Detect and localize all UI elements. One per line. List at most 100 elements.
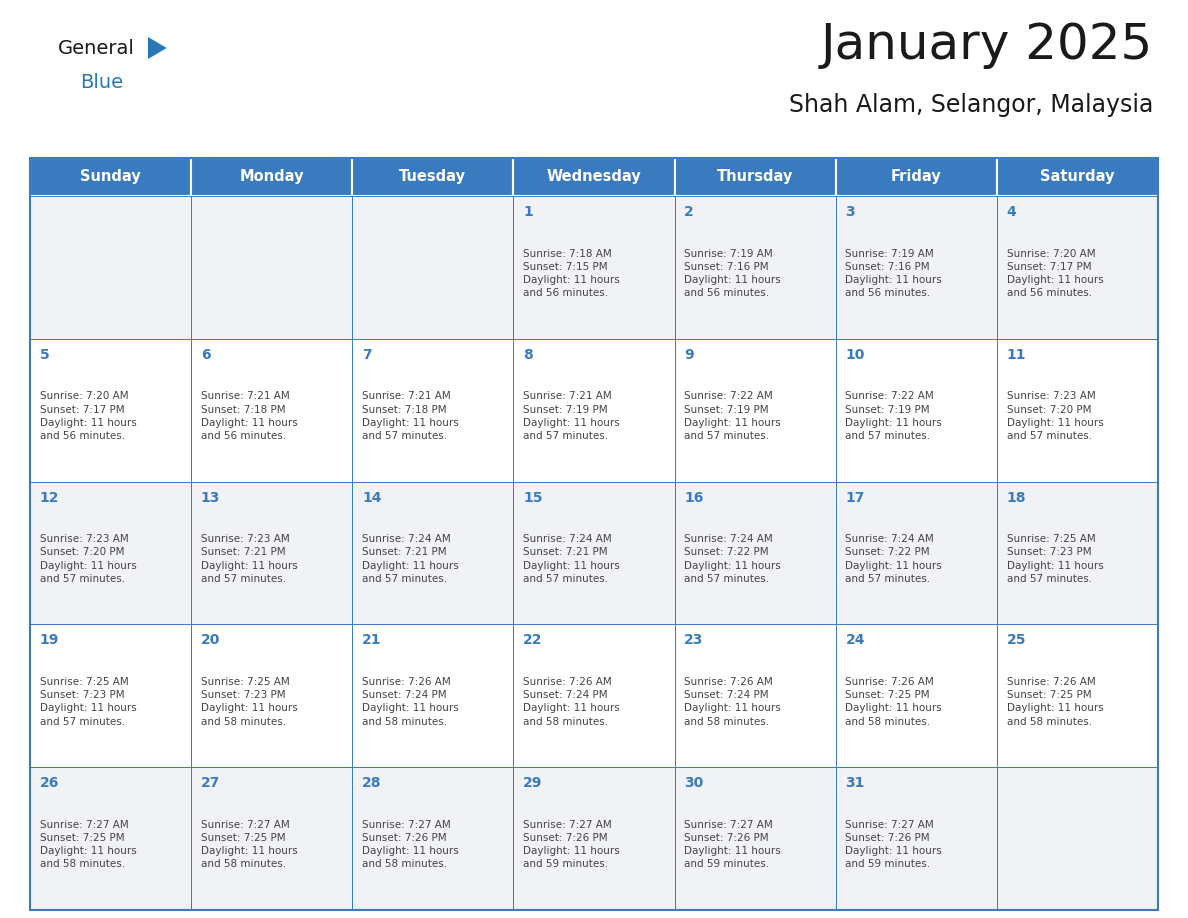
Bar [191, 767, 353, 910]
Bar [353, 767, 513, 910]
Bar [835, 482, 997, 624]
Text: 23: 23 [684, 633, 703, 647]
Text: Sunrise: 7:26 AM
Sunset: 7:25 PM
Daylight: 11 hours
and 58 minutes.: Sunrise: 7:26 AM Sunset: 7:25 PM Dayligh… [1006, 677, 1104, 727]
Bar [30, 482, 191, 624]
Text: 4: 4 [1006, 205, 1016, 219]
Text: Sunrise: 7:27 AM
Sunset: 7:25 PM
Daylight: 11 hours
and 58 minutes.: Sunrise: 7:27 AM Sunset: 7:25 PM Dayligh… [39, 820, 137, 869]
Text: Sunrise: 7:26 AM
Sunset: 7:24 PM
Daylight: 11 hours
and 58 minutes.: Sunrise: 7:26 AM Sunset: 7:24 PM Dayligh… [362, 677, 459, 727]
Text: Tuesday: Tuesday [399, 170, 467, 185]
Bar [675, 482, 835, 624]
Text: Sunrise: 7:26 AM
Sunset: 7:24 PM
Daylight: 11 hours
and 58 minutes.: Sunrise: 7:26 AM Sunset: 7:24 PM Dayligh… [684, 677, 781, 727]
Bar [353, 158, 513, 196]
Text: Sunrise: 7:21 AM
Sunset: 7:18 PM
Daylight: 11 hours
and 57 minutes.: Sunrise: 7:21 AM Sunset: 7:18 PM Dayligh… [362, 391, 459, 441]
Text: 25: 25 [1006, 633, 1026, 647]
Bar [997, 482, 1158, 624]
Text: Sunrise: 7:21 AM
Sunset: 7:18 PM
Daylight: 11 hours
and 56 minutes.: Sunrise: 7:21 AM Sunset: 7:18 PM Dayligh… [201, 391, 297, 441]
Bar [513, 767, 675, 910]
Bar [353, 339, 513, 482]
Bar [353, 624, 513, 767]
Bar [997, 339, 1158, 482]
Text: Sunrise: 7:27 AM
Sunset: 7:26 PM
Daylight: 11 hours
and 59 minutes.: Sunrise: 7:27 AM Sunset: 7:26 PM Dayligh… [684, 820, 781, 869]
Bar [191, 158, 353, 196]
Text: Sunrise: 7:26 AM
Sunset: 7:25 PM
Daylight: 11 hours
and 58 minutes.: Sunrise: 7:26 AM Sunset: 7:25 PM Dayligh… [846, 677, 942, 727]
Text: 7: 7 [362, 348, 372, 362]
Bar [513, 196, 675, 339]
Text: 2: 2 [684, 205, 694, 219]
Text: 12: 12 [39, 490, 59, 505]
Text: Thursday: Thursday [716, 170, 794, 185]
Text: General: General [58, 39, 135, 58]
Bar [835, 339, 997, 482]
Text: Sunrise: 7:27 AM
Sunset: 7:26 PM
Daylight: 11 hours
and 59 minutes.: Sunrise: 7:27 AM Sunset: 7:26 PM Dayligh… [523, 820, 620, 869]
Text: 26: 26 [39, 777, 59, 790]
Text: 29: 29 [523, 777, 543, 790]
Bar [30, 196, 191, 339]
Text: Sunrise: 7:20 AM
Sunset: 7:17 PM
Daylight: 11 hours
and 56 minutes.: Sunrise: 7:20 AM Sunset: 7:17 PM Dayligh… [39, 391, 137, 441]
Text: Sunrise: 7:23 AM
Sunset: 7:20 PM
Daylight: 11 hours
and 57 minutes.: Sunrise: 7:23 AM Sunset: 7:20 PM Dayligh… [39, 534, 137, 584]
Text: Wednesday: Wednesday [546, 170, 642, 185]
Text: 8: 8 [523, 348, 533, 362]
Text: Sunrise: 7:27 AM
Sunset: 7:25 PM
Daylight: 11 hours
and 58 minutes.: Sunrise: 7:27 AM Sunset: 7:25 PM Dayligh… [201, 820, 297, 869]
Bar [30, 339, 191, 482]
Text: Sunrise: 7:19 AM
Sunset: 7:16 PM
Daylight: 11 hours
and 56 minutes.: Sunrise: 7:19 AM Sunset: 7:16 PM Dayligh… [846, 249, 942, 298]
Bar [675, 767, 835, 910]
Text: 14: 14 [362, 490, 381, 505]
Bar [835, 196, 997, 339]
Text: Sunrise: 7:25 AM
Sunset: 7:23 PM
Daylight: 11 hours
and 57 minutes.: Sunrise: 7:25 AM Sunset: 7:23 PM Dayligh… [39, 677, 137, 727]
Text: Sunrise: 7:24 AM
Sunset: 7:21 PM
Daylight: 11 hours
and 57 minutes.: Sunrise: 7:24 AM Sunset: 7:21 PM Dayligh… [523, 534, 620, 584]
Text: Sunday: Sunday [81, 170, 141, 185]
Text: Sunrise: 7:18 AM
Sunset: 7:15 PM
Daylight: 11 hours
and 56 minutes.: Sunrise: 7:18 AM Sunset: 7:15 PM Dayligh… [523, 249, 620, 298]
Text: 18: 18 [1006, 490, 1026, 505]
Text: 24: 24 [846, 633, 865, 647]
Polygon shape [148, 37, 166, 59]
Text: 16: 16 [684, 490, 703, 505]
Bar [835, 767, 997, 910]
Text: January 2025: January 2025 [821, 21, 1154, 69]
Bar [513, 482, 675, 624]
Text: Sunrise: 7:25 AM
Sunset: 7:23 PM
Daylight: 11 hours
and 58 minutes.: Sunrise: 7:25 AM Sunset: 7:23 PM Dayligh… [201, 677, 297, 727]
Text: Sunrise: 7:25 AM
Sunset: 7:23 PM
Daylight: 11 hours
and 57 minutes.: Sunrise: 7:25 AM Sunset: 7:23 PM Dayligh… [1006, 534, 1104, 584]
Bar [997, 158, 1158, 196]
Bar [353, 196, 513, 339]
Text: Sunrise: 7:24 AM
Sunset: 7:22 PM
Daylight: 11 hours
and 57 minutes.: Sunrise: 7:24 AM Sunset: 7:22 PM Dayligh… [684, 534, 781, 584]
Bar [513, 339, 675, 482]
Text: 9: 9 [684, 348, 694, 362]
Text: Sunrise: 7:27 AM
Sunset: 7:26 PM
Daylight: 11 hours
and 59 minutes.: Sunrise: 7:27 AM Sunset: 7:26 PM Dayligh… [846, 820, 942, 869]
Text: 13: 13 [201, 490, 220, 505]
Bar [30, 767, 191, 910]
Bar [835, 158, 997, 196]
Text: Sunrise: 7:26 AM
Sunset: 7:24 PM
Daylight: 11 hours
and 58 minutes.: Sunrise: 7:26 AM Sunset: 7:24 PM Dayligh… [523, 677, 620, 727]
Text: Saturday: Saturday [1041, 170, 1114, 185]
Text: Sunrise: 7:20 AM
Sunset: 7:17 PM
Daylight: 11 hours
and 56 minutes.: Sunrise: 7:20 AM Sunset: 7:17 PM Dayligh… [1006, 249, 1104, 298]
Bar [835, 624, 997, 767]
Text: 11: 11 [1006, 348, 1026, 362]
Text: Friday: Friday [891, 170, 942, 185]
Bar [997, 767, 1158, 910]
Bar [191, 196, 353, 339]
Text: Sunrise: 7:21 AM
Sunset: 7:19 PM
Daylight: 11 hours
and 57 minutes.: Sunrise: 7:21 AM Sunset: 7:19 PM Dayligh… [523, 391, 620, 441]
Text: 31: 31 [846, 777, 865, 790]
Bar [997, 196, 1158, 339]
Text: Monday: Monday [240, 170, 304, 185]
Text: 22: 22 [523, 633, 543, 647]
Bar [513, 624, 675, 767]
Bar [513, 158, 675, 196]
Bar [191, 624, 353, 767]
Bar [675, 158, 835, 196]
Text: Sunrise: 7:24 AM
Sunset: 7:21 PM
Daylight: 11 hours
and 57 minutes.: Sunrise: 7:24 AM Sunset: 7:21 PM Dayligh… [362, 534, 459, 584]
Bar [191, 339, 353, 482]
Bar [675, 196, 835, 339]
Text: 3: 3 [846, 205, 855, 219]
Text: 30: 30 [684, 777, 703, 790]
Text: Sunrise: 7:19 AM
Sunset: 7:16 PM
Daylight: 11 hours
and 56 minutes.: Sunrise: 7:19 AM Sunset: 7:16 PM Dayligh… [684, 249, 781, 298]
Text: Sunrise: 7:24 AM
Sunset: 7:22 PM
Daylight: 11 hours
and 57 minutes.: Sunrise: 7:24 AM Sunset: 7:22 PM Dayligh… [846, 534, 942, 584]
Text: 17: 17 [846, 490, 865, 505]
Text: Sunrise: 7:23 AM
Sunset: 7:21 PM
Daylight: 11 hours
and 57 minutes.: Sunrise: 7:23 AM Sunset: 7:21 PM Dayligh… [201, 534, 297, 584]
Text: Blue: Blue [80, 73, 124, 92]
Text: 15: 15 [523, 490, 543, 505]
Text: Shah Alam, Selangor, Malaysia: Shah Alam, Selangor, Malaysia [789, 93, 1154, 117]
Text: 19: 19 [39, 633, 59, 647]
Text: Sunrise: 7:22 AM
Sunset: 7:19 PM
Daylight: 11 hours
and 57 minutes.: Sunrise: 7:22 AM Sunset: 7:19 PM Dayligh… [684, 391, 781, 441]
Text: 5: 5 [39, 348, 50, 362]
Bar [30, 158, 191, 196]
